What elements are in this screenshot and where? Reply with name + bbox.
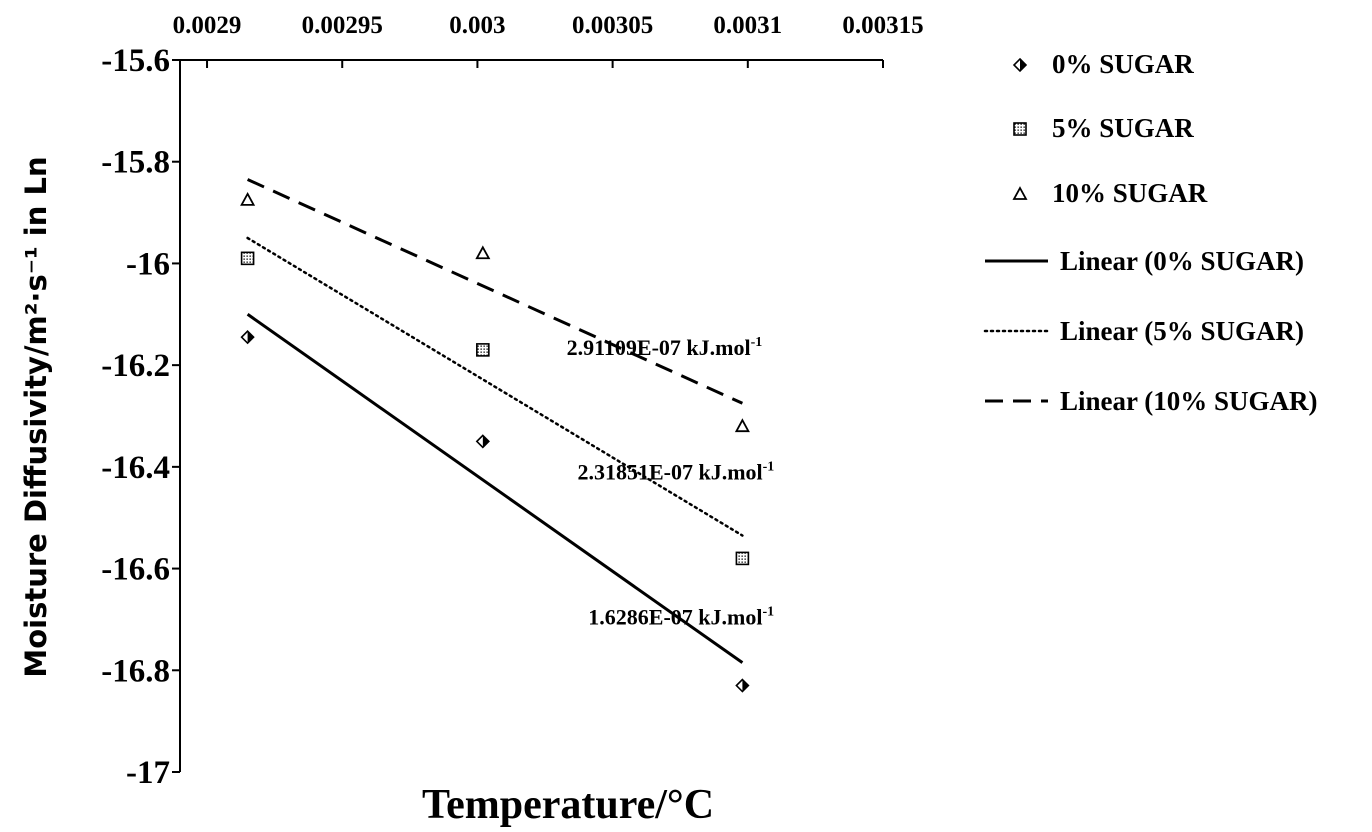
x-tick-label: 0.0029 [173, 12, 242, 39]
data-point-diamond [735, 678, 750, 693]
trendlines [246, 178, 744, 664]
legend: 0% SUGAR 5% SUGAR 10% SUGAR Linear (0% SUGA… [983, 49, 1318, 416]
legend-label: Linear (5% SUGAR) [1060, 316, 1304, 346]
data-point-triangle [240, 191, 256, 206]
legend-label: 10% SUGAR [1052, 178, 1208, 208]
x-tick-label: 0.00295 [302, 12, 383, 39]
data-point-square [240, 251, 255, 266]
trendline-dashed [246, 178, 744, 405]
legend-label: Linear (0% SUGAR) [1060, 246, 1304, 276]
legend-marker-square [1013, 122, 1027, 136]
y-tick-label: -16.6 [101, 552, 170, 588]
y-tick-label: -16 [126, 246, 170, 282]
x-tick-label: 0.0031 [713, 12, 782, 39]
x-tick-label: 0.00305 [572, 12, 653, 39]
annotations: 2.91109E-07 kJ.mol-1 2.31851E-07 kJ.mol-1… [567, 335, 775, 630]
activation-energy-label: 2.31851E-07 kJ.mol-1 [577, 460, 774, 485]
data-point-triangle [475, 245, 491, 260]
y-axis-label: Moisture Diffusivity/m²·s⁻¹ in Ln [19, 156, 53, 677]
x-tick-label: 0.00315 [842, 12, 923, 39]
x-axis-label: Temperature/°C [422, 782, 714, 828]
legend-marker-triangle [1012, 186, 1028, 200]
data-point-square [735, 551, 750, 566]
y-tick-label: -17 [126, 755, 170, 791]
data-point-diamond [240, 330, 255, 345]
trendline-dotted [246, 236, 744, 537]
activation-energy-label: 1.6286E-07 kJ.mol-1 [588, 605, 774, 630]
data-point-square [476, 343, 490, 357]
activation-energy-label: 2.91109E-07 kJ.mol-1 [567, 335, 763, 360]
legend-label: 0% SUGAR [1052, 49, 1194, 79]
y-tick-label: -16.8 [101, 653, 170, 689]
y-tick-label: -15.6 [101, 43, 170, 79]
legend-label: 5% SUGAR [1052, 113, 1194, 143]
axes: 0.0029 0.00295 0.003 0.00305 0.0031 0.00315 -1… [101, 12, 923, 791]
trendline-solid [246, 313, 744, 664]
legend-label: Linear (10% SUGAR) [1060, 386, 1318, 416]
x-tick-label: 0.003 [449, 12, 505, 39]
y-tick-label: -16.4 [101, 450, 170, 486]
y-tick-label: -16.2 [101, 348, 170, 384]
markers [240, 191, 750, 693]
data-point-triangle [734, 418, 750, 433]
data-point-diamond [475, 434, 490, 449]
legend-marker-diamond [1012, 57, 1028, 73]
y-tick-label: -15.8 [101, 145, 170, 181]
